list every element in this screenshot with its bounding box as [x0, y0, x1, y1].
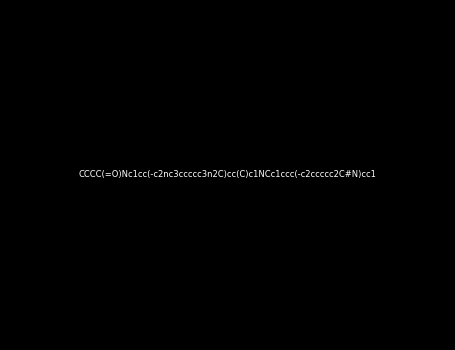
- Text: CCCC(=O)Nc1cc(-c2nc3ccccc3n2C)cc(C)c1NCc1ccc(-c2ccccc2C#N)cc1: CCCC(=O)Nc1cc(-c2nc3ccccc3n2C)cc(C)c1NCc…: [79, 170, 376, 180]
